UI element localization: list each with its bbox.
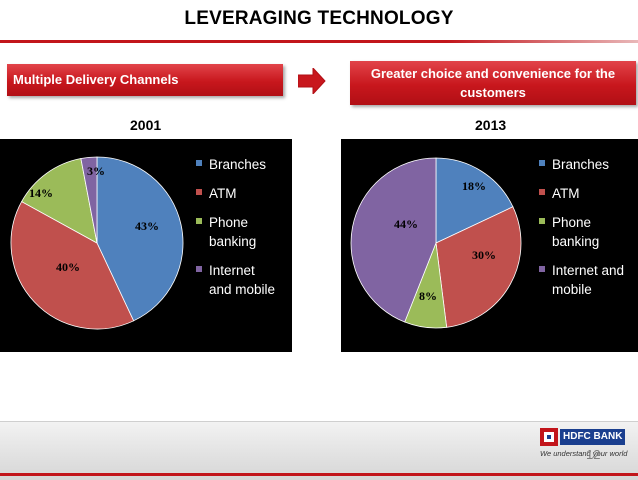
delivery-channels-box: Multiple Delivery Channels: [7, 64, 283, 96]
customer-choice-line1: Greater choice and convenience for the: [370, 66, 616, 81]
legend-swatch-internet-mobile: [539, 266, 545, 272]
legend-label-atm: ATM: [209, 186, 237, 201]
slice-internet-mobile-2013: [350, 157, 437, 323]
pie-chart-2013-plot: 18% 30% 8% 44%: [350, 157, 522, 329]
slice-label-atm-2001: 40%: [56, 260, 80, 274]
slice-label-phone-banking-2001: 14%: [29, 186, 53, 200]
legend-label-phone-banking: Phone: [209, 215, 249, 230]
slice-label-phone-banking-2013: 8%: [419, 289, 437, 303]
footer-divider: [0, 473, 638, 476]
pie-chart-2013: 18% 30% 8% 44% Branches ATM Phone banking Inter…: [341, 139, 638, 352]
logo-tagline: We understand your world: [540, 449, 628, 458]
legend-swatch-atm: [196, 189, 202, 195]
slice-internet-mobile-2001: [80, 156, 98, 244]
slice-label-branches-2001: 43%: [135, 219, 159, 233]
legend-swatch-phone-banking: [539, 218, 545, 224]
legend-item-internet-mobile: Internet and mobile: [539, 261, 624, 299]
pie-chart-2001-plot: 43% 40% 14% 3%: [10, 156, 184, 330]
legend-item-internet-mobile: Internet and mobile: [196, 261, 275, 299]
legend-label-internet-mobile: Internet: [209, 263, 255, 278]
legend-item-branches: Branches: [539, 155, 624, 174]
slice-phone-banking-2001: [21, 158, 98, 244]
legend-swatch-internet-mobile: [196, 266, 202, 272]
title-divider: [0, 40, 638, 43]
slice-atm-2001: [10, 201, 135, 330]
legend-label-branches: Branches: [552, 157, 610, 172]
legend-swatch-branches: [539, 160, 545, 166]
legend-2013: Branches ATM Phone banking Internet and mobil…: [539, 155, 624, 309]
legend-item-phone-banking: Phone banking: [196, 213, 275, 251]
footer-bar: [0, 421, 638, 480]
legend-item-atm: ATM: [196, 184, 275, 203]
legend-label-internet-mobile: and mobile: [209, 282, 276, 297]
legend-swatch-phone-banking: [196, 218, 202, 224]
pie-chart-2001: 43% 40% 14% 3% Branches ATM Phone banking Inter…: [0, 139, 292, 352]
chart-title-2001: 2001: [130, 117, 162, 133]
slice-label-internet-mobile-2001: 3%: [87, 164, 105, 178]
legend-item-phone-banking: Phone banking: [539, 213, 624, 251]
logo-text: HDFC BANK: [560, 429, 626, 445]
legend-label-atm: ATM: [552, 186, 580, 201]
hdfc-logo-icon: [540, 428, 558, 446]
customer-choice-box: Greater choice and convenience for the c…: [350, 61, 636, 105]
legend-swatch-branches: [196, 160, 202, 166]
legend-label-phone-banking: banking: [552, 234, 600, 249]
slice-label-internet-mobile-2013: 44%: [394, 217, 418, 231]
customer-choice-line2: customers: [460, 85, 526, 100]
page-number: 12: [586, 447, 601, 462]
slice-branches-2013: [435, 157, 514, 244]
legend-item-atm: ATM: [539, 184, 624, 203]
legend-swatch-atm: [539, 189, 545, 195]
legend-item-branches: Branches: [196, 155, 275, 174]
legend-label-internet-mobile: mobile: [552, 282, 592, 297]
arrow-right-icon: [298, 68, 326, 94]
slice-branches-2001: [96, 156, 184, 322]
legend-label-branches: Branches: [209, 157, 267, 172]
slice-label-atm-2013: 30%: [472, 248, 496, 262]
legend-label-phone-banking: Phone: [552, 215, 592, 230]
legend-label-phone-banking: banking: [209, 234, 257, 249]
chart-title-2013: 2013: [475, 117, 507, 133]
legend-label-internet-mobile: Internet and: [552, 263, 625, 278]
slice-label-branches-2013: 18%: [462, 179, 486, 193]
slice-atm-2013: [435, 206, 522, 328]
page-title: LEVERAGING TECHNOLOGY: [184, 8, 454, 29]
legend-2001: Branches ATM Phone banking Internet and mobil…: [196, 155, 275, 309]
